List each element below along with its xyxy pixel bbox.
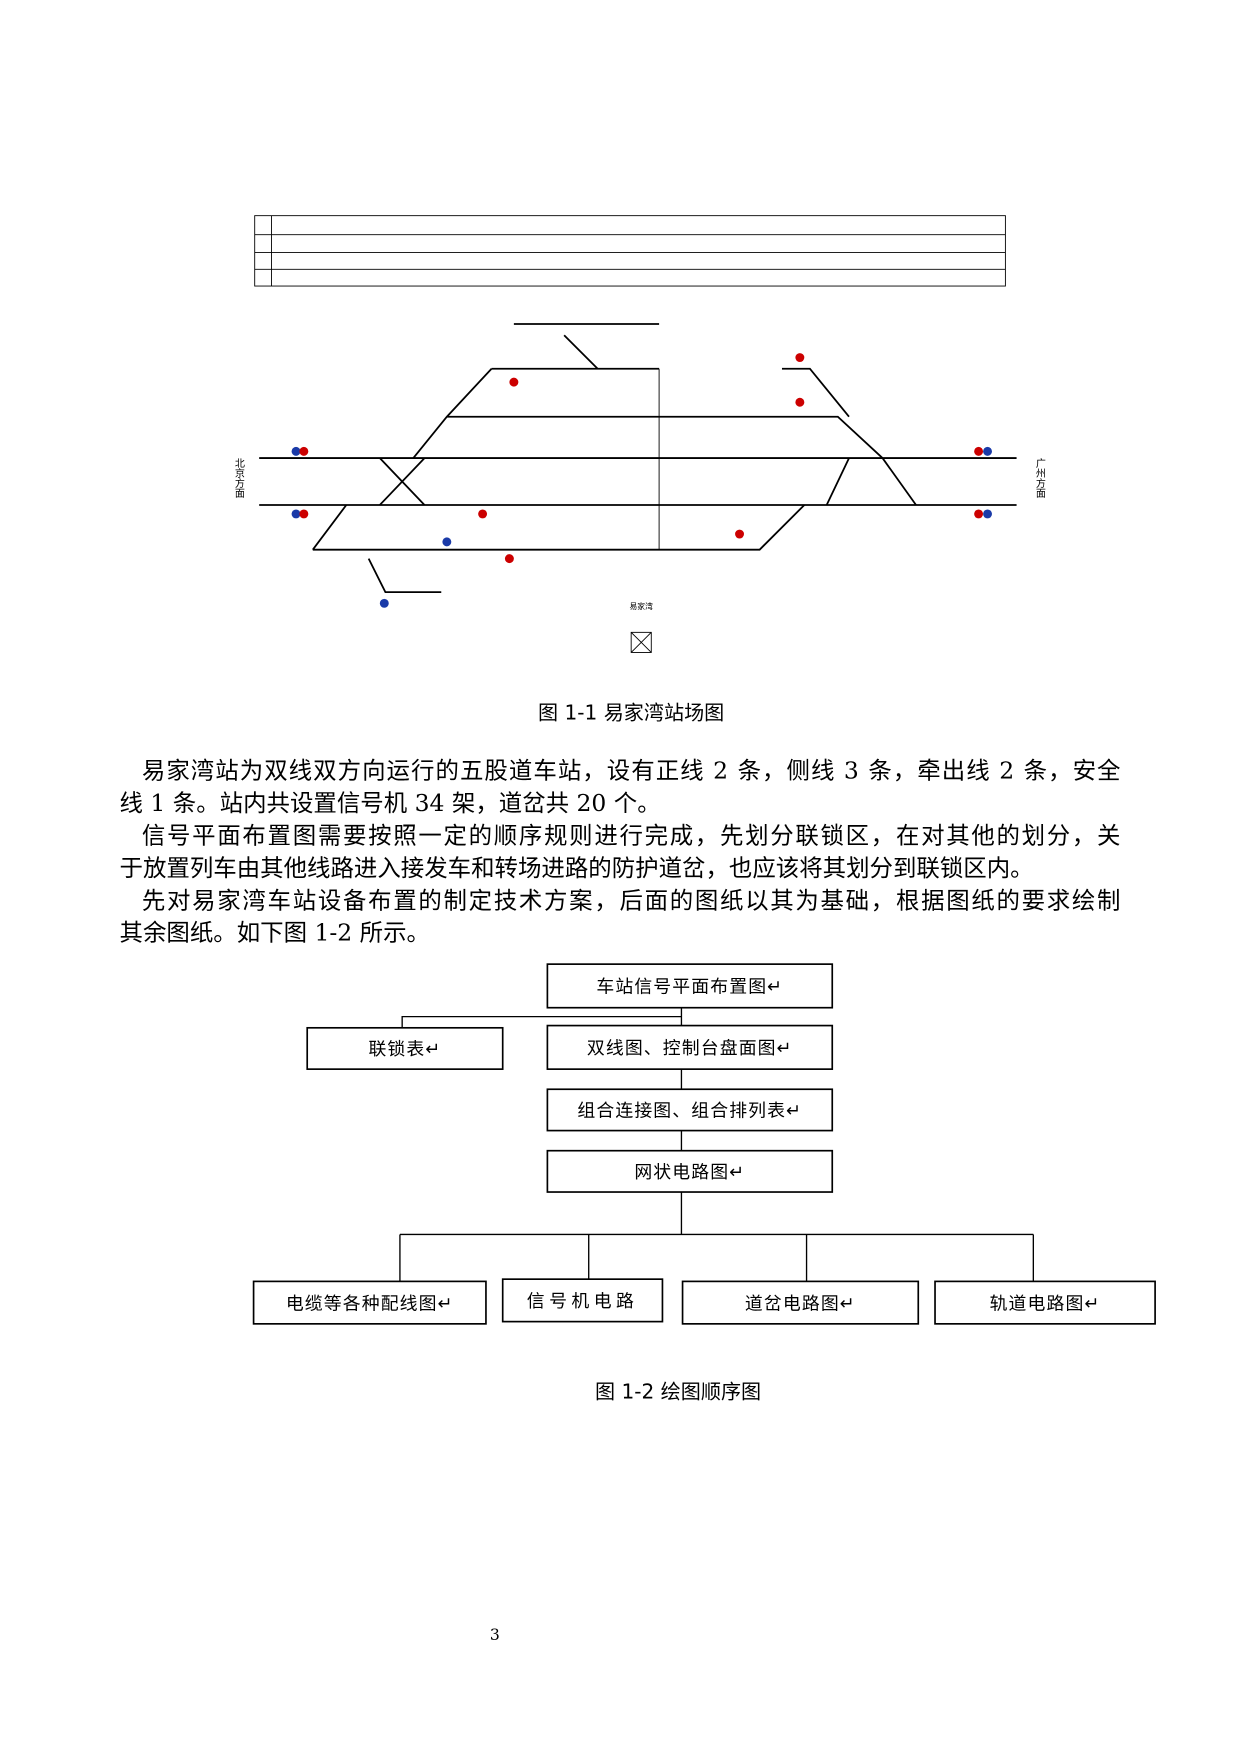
- flow-lines: [399, 1007, 1035, 1282]
- track: [312, 457, 917, 551]
- signal: [299, 509, 309, 519]
- signal: [291, 509, 301, 519]
- station-name: 易家湾: [630, 601, 654, 611]
- flow-box: [252, 1280, 487, 1325]
- station-icon: [630, 632, 652, 653]
- flow-box: [681, 1280, 920, 1325]
- page-number: 3: [490, 1625, 500, 1644]
- flow-box-label: 电缆等各种配线图↵: [286, 1293, 454, 1314]
- flow-box: [934, 1280, 1156, 1325]
- flow-box-label: 网状电路图↵: [634, 1162, 745, 1183]
- flow-box-label: 车站信号平面布置图↵: [596, 977, 783, 998]
- flow-box: [546, 1024, 834, 1070]
- flow-box: [546, 1149, 834, 1193]
- direction-label: 广州方面: [1033, 458, 1045, 499]
- track: [367, 323, 660, 594]
- flow-box-label: 信号机电路: [527, 1291, 639, 1312]
- signal: [974, 446, 984, 456]
- paragraph-line: 易家湾站为双线双方向运行的五股道车站，设有正线 2 条，侧线 3 条，牵出线 2…: [142, 757, 1121, 785]
- signals: [291, 353, 992, 608]
- signal: [291, 446, 301, 456]
- paragraph-line: 其余图纸。如下图 1-2 所示。: [120, 919, 430, 947]
- station-diagram: [254, 215, 1017, 653]
- flow-box: [501, 1278, 664, 1323]
- flow-box: [306, 1026, 504, 1070]
- figure-caption: 图 1-2 绘图顺序图: [595, 1380, 761, 1404]
- track: [412, 368, 884, 459]
- signal: [983, 509, 992, 519]
- figure-caption: 图 1-1 易家湾站场图: [538, 700, 724, 724]
- paragraph-line: 先对易家湾车站设备布置的制定技术方案，后面的图纸以其为基础，根据图纸的要求绘制: [142, 886, 1121, 914]
- paragraph-line: 于放置列车由其他线路进入接发车和转场进路的防护道岔，也应该将其划分到联锁区内。: [120, 854, 1034, 882]
- signal: [478, 509, 488, 519]
- signal: [379, 598, 389, 608]
- flow-box-label: 轨道电路图↵: [990, 1293, 1101, 1314]
- paragraph-line: 线 1 条。站内共设置信号机 34 架，道岔共 20 个。: [120, 789, 661, 817]
- flow-box-label: 双线图、控制台盘面图↵: [587, 1038, 793, 1059]
- signal: [795, 397, 805, 407]
- signal: [974, 509, 984, 519]
- signal: [442, 537, 452, 547]
- flow-box-label: 组合连接图、组合排列表↵: [577, 1101, 802, 1122]
- flow-box: [546, 1088, 834, 1132]
- direction-label: 北京方面: [232, 458, 244, 499]
- connector: [399, 1007, 1035, 1282]
- track: [491, 367, 850, 418]
- flow-box-label: 道岔电路图↵: [745, 1293, 856, 1314]
- km-table: [254, 215, 1006, 287]
- flow-box-label: 联锁表↵: [368, 1039, 441, 1060]
- flow-box: [546, 963, 834, 1009]
- signal: [299, 446, 309, 456]
- signal: [509, 377, 519, 387]
- signal: [504, 554, 514, 564]
- station-icon: [630, 631, 652, 653]
- signal: [983, 446, 992, 456]
- paragraph-line: 信号平面布置图需要按照一定的顺序规则进行完成，先划分联锁区，在对其他的划分，关: [142, 821, 1121, 849]
- signal: [795, 353, 805, 363]
- signal: [735, 529, 744, 539]
